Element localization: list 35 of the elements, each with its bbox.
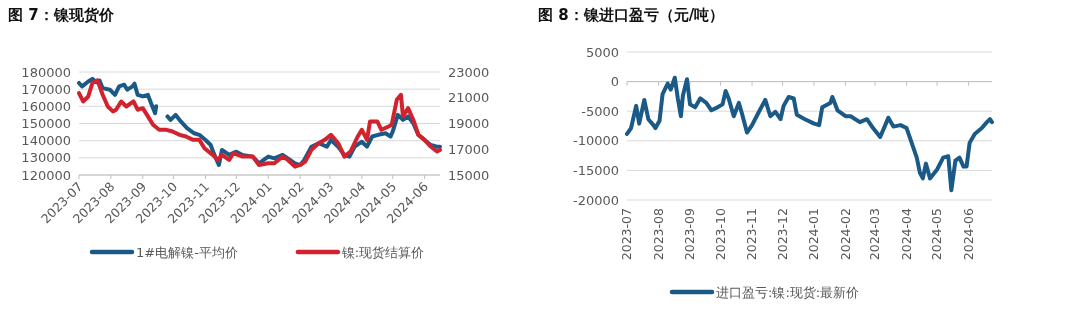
- x-tick: 2023-09: [682, 208, 698, 261]
- y-tick: 170000: [21, 81, 71, 97]
- x-tick: 2023-11: [744, 208, 760, 261]
- y2-tick: 17000: [448, 141, 490, 157]
- title: 图 8：镍进口盈亏（元/吨）: [538, 6, 725, 24]
- y-tick: -20000: [572, 192, 619, 208]
- x-tick: 2024-05: [929, 208, 945, 261]
- x-tick: 2024-02: [837, 208, 853, 261]
- y-tick: -5000: [581, 103, 619, 119]
- y2-tick: 21000: [448, 90, 490, 106]
- legend-label: 镍:现货结算价: [341, 245, 425, 260]
- y-tick: 180000: [21, 64, 71, 80]
- x-tick: 2023-12: [774, 208, 790, 261]
- y-tick: 160000: [21, 98, 71, 114]
- x-tick: 2024-04: [898, 208, 914, 261]
- y-tick: -10000: [572, 133, 619, 149]
- y-tick: 0: [610, 74, 619, 90]
- x-tick: 2023-08: [650, 208, 666, 261]
- y-tick: 130000: [21, 150, 71, 166]
- legend-label: 进口盈亏:镍:现货:最新价: [716, 285, 860, 300]
- y-tick: 5000: [585, 44, 619, 60]
- y2-tick: 23000: [448, 64, 490, 80]
- x-tick: 2023-07: [619, 208, 635, 261]
- y2-tick: 19000: [448, 116, 490, 131]
- x-tick: 2024-03: [867, 208, 883, 261]
- x-tick: 2023-10: [712, 208, 728, 261]
- x-tick: 2024-06: [961, 208, 976, 261]
- y-tick: 120000: [21, 167, 71, 183]
- legend-label: 1#电解镍-平均价: [136, 245, 238, 260]
- y2-tick: 15000: [448, 167, 490, 183]
- y-tick: 150000: [21, 116, 71, 131]
- title: 图 7：镍现货价: [8, 6, 114, 24]
- y-tick: 140000: [21, 133, 71, 149]
- x-tick: 2024-01: [806, 208, 822, 261]
- y-tick: -15000: [572, 162, 619, 178]
